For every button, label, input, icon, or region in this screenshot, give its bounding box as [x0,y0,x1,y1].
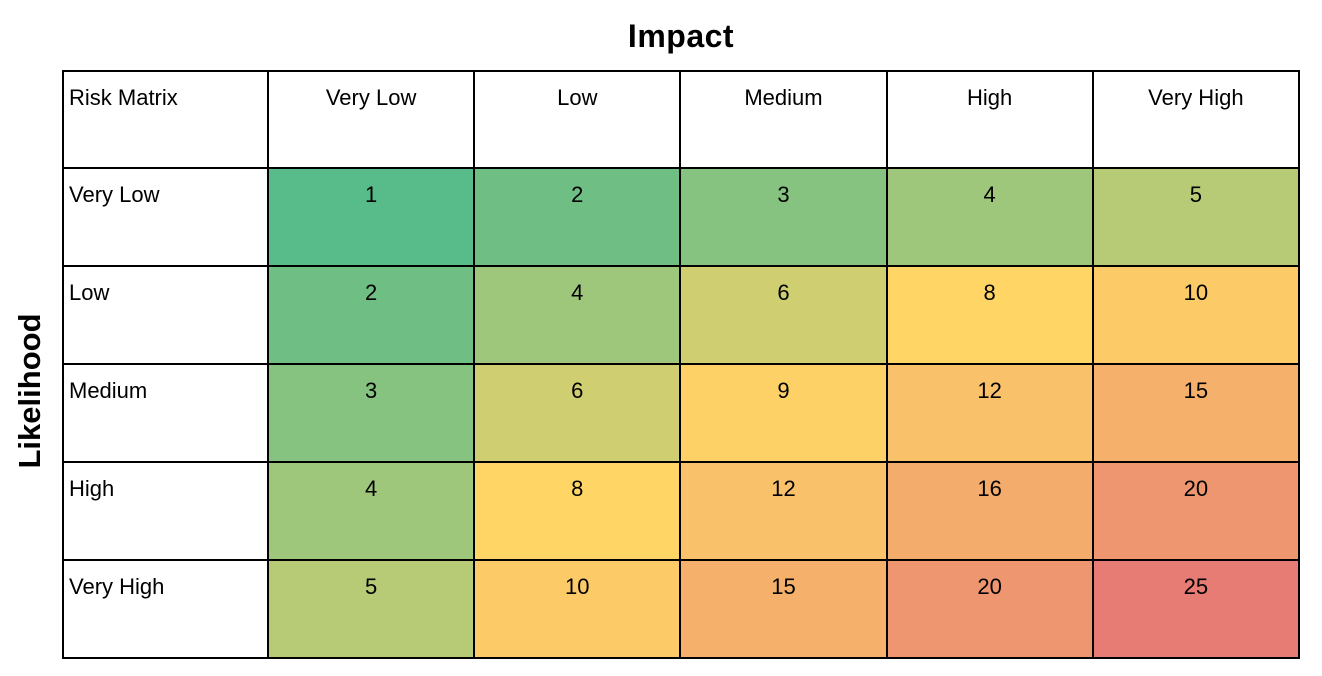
matrix-cell: 6 [473,363,682,463]
matrix-cell: 15 [679,559,888,659]
matrix-cell: 9 [679,363,888,463]
matrix-cell: 1 [266,167,476,267]
matrix-cell: 3 [679,167,888,267]
matrix-cell: 12 [885,363,1094,463]
matrix-cell: 5 [1091,167,1301,267]
matrix-cell: 16 [885,461,1094,561]
matrix-cell: 2 [266,265,476,365]
col-header-high: High [885,70,1094,169]
matrix-cell: 20 [1091,461,1301,561]
matrix-cell: 12 [679,461,888,561]
matrix-cell: 4 [266,461,476,561]
matrix-cell: 3 [266,363,476,463]
matrix-row-medium: Medium 3 6 9 12 15 [62,363,1301,463]
matrix-row-low: Low 2 4 6 8 10 [62,265,1301,365]
matrix-cell: 10 [1091,265,1301,365]
matrix-cell: 4 [885,167,1094,267]
col-header-medium: Medium [679,70,888,169]
matrix-cell: 15 [1091,363,1301,463]
row-header-very-low: Very Low [62,167,269,267]
matrix-row-very-high: Very High 5 10 15 20 25 [62,559,1301,659]
matrix-cell: 5 [266,559,476,659]
impact-axis-title: Impact [627,18,735,54]
matrix-cell: 25 [1091,559,1301,659]
row-header-low: Low [62,265,269,365]
header-row: Risk Matrix Very Low Low Medium High Ver… [62,70,1301,169]
matrix-cell: 6 [679,265,888,365]
matrix-cell: 8 [473,461,682,561]
corner-cell-risk-matrix: Risk Matrix [62,70,269,169]
col-header-low: Low [473,70,682,169]
matrix-cell: 8 [885,265,1094,365]
matrix-cell: 2 [473,167,682,267]
likelihood-axis-title: Likelihood [12,313,47,469]
risk-matrix-table: Risk Matrix Very Low Low Medium High Ver… [62,70,1301,659]
matrix-cell: 20 [885,559,1094,659]
col-header-very-low: Very Low [266,70,476,169]
matrix-cell: 4 [473,265,682,365]
row-header-very-high: Very High [62,559,269,659]
matrix-row-very-low: Very Low 1 2 3 4 5 [62,167,1301,267]
matrix-row-high: High 4 8 12 16 20 [62,461,1301,561]
matrix-cell: 10 [473,559,682,659]
row-header-medium: Medium [62,363,269,463]
row-header-high: High [62,461,269,561]
col-header-very-high: Very High [1091,70,1301,169]
